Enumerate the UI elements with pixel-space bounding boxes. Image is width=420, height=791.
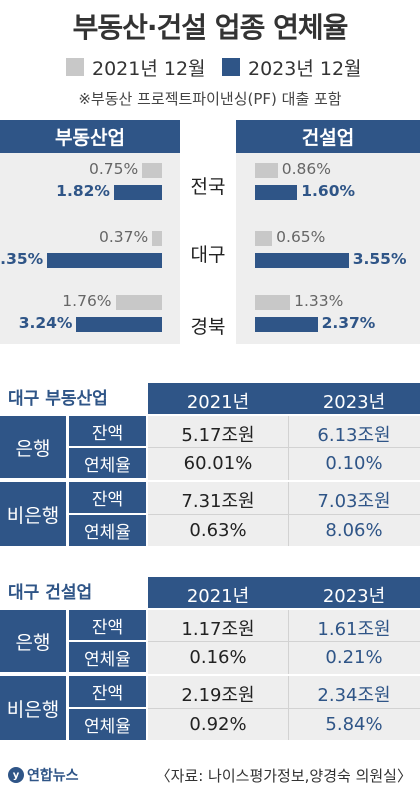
bar-construction-2023 xyxy=(255,185,298,200)
group-label-nonbank: 비은행 xyxy=(0,676,66,740)
region-label-daegu: 대구 xyxy=(190,244,226,266)
table-cell: 1.61조원 xyxy=(317,619,391,640)
metric-label: 연체율 xyxy=(69,642,146,672)
bar-realestate-2023 xyxy=(76,317,162,332)
bar-realestate-2021 xyxy=(152,231,162,246)
value-label: 3.24% xyxy=(18,314,73,332)
bar-realestate-2023 xyxy=(113,185,162,200)
region-strip xyxy=(180,120,236,344)
value-label: 0.75% xyxy=(88,160,139,178)
bar-construction-2023 xyxy=(255,317,318,332)
yonhap-logo: y 연합뉴스 xyxy=(8,765,79,785)
group-label-nonbank: 비은행 xyxy=(0,482,66,546)
table-cell: 6.13조원 xyxy=(317,425,391,446)
metric-label: 잔액 xyxy=(69,482,146,513)
page-title: 부동산·건설 업종 연체율 xyxy=(72,11,349,44)
table-header-2021: 2021년 xyxy=(186,586,250,607)
bar-realestate-2023 xyxy=(47,253,162,268)
legend-swatch-2023 xyxy=(222,58,240,76)
table-cell: 2.19조원 xyxy=(181,685,255,706)
value-label: 0.65% xyxy=(276,228,326,246)
table-cell: 5.84% xyxy=(325,714,383,735)
table-cell: 0.63% xyxy=(189,520,247,541)
region-label-gyeongbuk: 경북 xyxy=(190,316,226,338)
table-cell: 0.21% xyxy=(325,647,383,668)
table-header-2023: 2023년 xyxy=(322,586,386,607)
table-header-row xyxy=(148,383,420,414)
row-divider xyxy=(148,447,420,448)
note: ※부동산 프로젝트파이낸싱(PF) 대출 포함 xyxy=(78,90,342,108)
table-cell: 0.92% xyxy=(189,714,247,735)
panel-header-realestate: 부동산업 xyxy=(0,120,180,153)
value-label: 2.37% xyxy=(321,314,376,332)
table-cell: 0.10% xyxy=(325,453,383,474)
table-header-2023: 2023년 xyxy=(322,392,386,413)
metric-label: 잔액 xyxy=(69,676,146,707)
source-note: 〈자료: 나이스평가정보,양경숙 의원실〉 xyxy=(155,767,412,785)
value-label: 1.82% xyxy=(56,182,110,200)
metric-label: 연체율 xyxy=(69,515,146,546)
legend-label-2021: 2021년 12월 xyxy=(92,58,206,80)
table-cell: 7.03조원 xyxy=(317,491,391,512)
value-label: 1.76% xyxy=(62,292,112,310)
value-label: 1.33% xyxy=(294,292,344,310)
table-header-2021: 2021년 xyxy=(186,392,250,413)
group-divider xyxy=(148,674,420,676)
metric-label: 연체율 xyxy=(69,448,146,478)
table-cell: 5.17조원 xyxy=(181,425,255,446)
panel-body-construction xyxy=(236,153,420,344)
yonhap-logo-icon: y xyxy=(8,767,24,783)
bar-construction-2021 xyxy=(255,163,278,178)
metric-label: 연체율 xyxy=(69,709,146,740)
region-label-national: 전국 xyxy=(190,176,226,198)
group-divider xyxy=(148,480,420,482)
value-label: 1.60% xyxy=(301,182,356,200)
table-title-realestate: 대구 부동산업 xyxy=(8,389,108,409)
row-divider xyxy=(148,641,420,642)
table-cell: 8.06% xyxy=(325,520,383,541)
table-cell: 60.01% xyxy=(183,453,253,474)
metric-label: 잔액 xyxy=(69,610,146,640)
table-title-construction: 대구 건설업 xyxy=(8,583,93,603)
row-divider xyxy=(148,514,420,515)
value-label: 3.55% xyxy=(352,250,407,268)
table-cell: 7.31조원 xyxy=(181,491,255,512)
value-label: 0.37% xyxy=(98,228,149,246)
bar-construction-2021 xyxy=(255,231,273,246)
bar-construction-2021 xyxy=(255,295,291,310)
table-cell: 0.16% xyxy=(189,647,247,668)
legend-label-2023: 2023년 12월 xyxy=(248,58,362,80)
bar-realestate-2021 xyxy=(115,295,162,310)
metric-label: 잔액 xyxy=(69,416,146,446)
group-label-bank: 은행 xyxy=(0,416,66,478)
group-label-bank: 은행 xyxy=(0,610,66,672)
row-divider xyxy=(148,708,420,709)
panel-body-realestate xyxy=(0,153,180,344)
legend-swatch-2021 xyxy=(66,58,84,76)
table-header-row xyxy=(148,577,420,608)
table-cell: 2.34조원 xyxy=(317,685,391,706)
bar-realestate-2021 xyxy=(142,163,162,178)
value-label: 0.86% xyxy=(281,160,331,178)
panel-header-construction: 건설업 xyxy=(236,120,420,153)
value-label: 4.35% xyxy=(0,250,44,268)
logo-text: 연합뉴스 xyxy=(27,768,79,784)
table-cell: 1.17조원 xyxy=(181,619,255,640)
bar-construction-2023 xyxy=(255,253,349,268)
